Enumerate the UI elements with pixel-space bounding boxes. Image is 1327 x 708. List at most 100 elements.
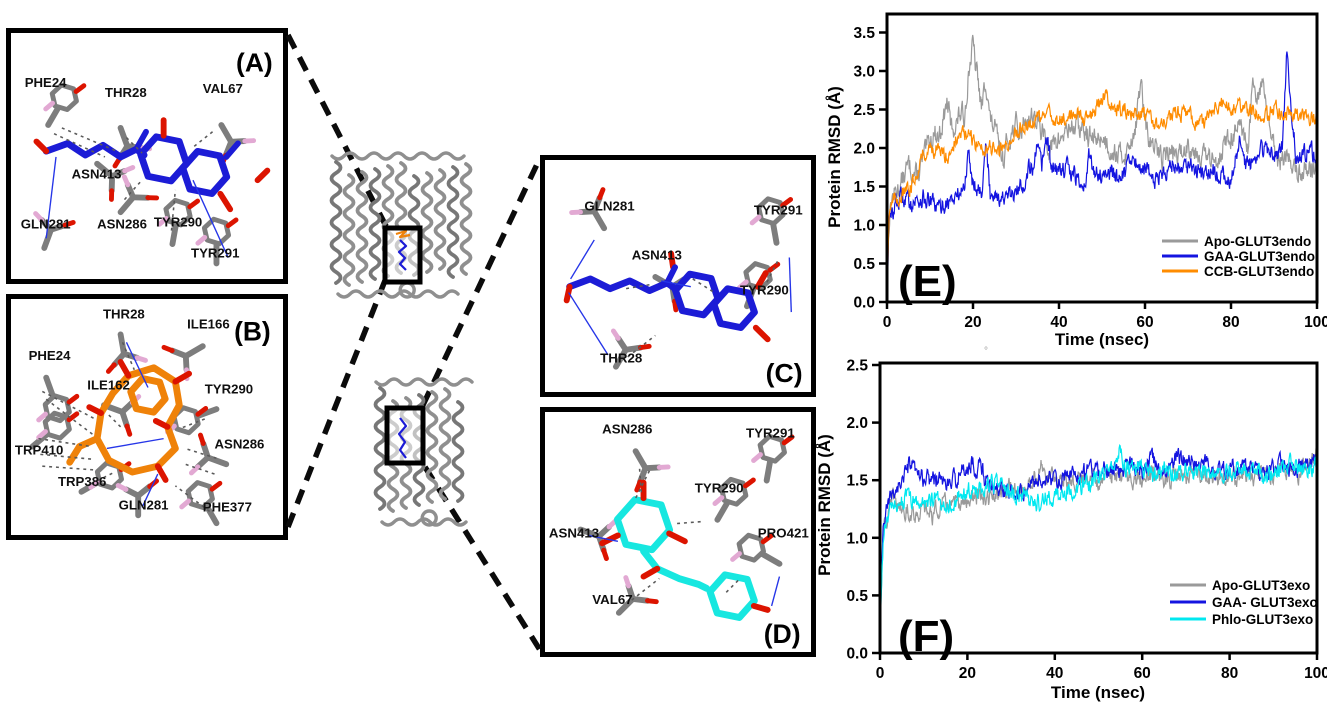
svg-text:0.0: 0.0 [853, 295, 875, 312]
svg-text:60: 60 [1134, 665, 1151, 682]
svg-text:0: 0 [883, 314, 892, 331]
residue-label: GLN281 [584, 199, 634, 214]
protein-overview-column [285, 0, 543, 708]
svg-text:20: 20 [959, 665, 976, 682]
chart-e-rmsd-endo: 0.0 0.5 1.0 1.5 2.0 2.5 3.0 3.5 0 20 40 60 80 100 Pro… [825, 0, 1327, 357]
chart-f-panel-letter: (F) [898, 612, 954, 661]
zoom-connector-c [420, 156, 543, 407]
svg-text:20: 20 [964, 314, 981, 331]
svg-text:1.0: 1.0 [853, 218, 875, 235]
chart-f-x-axis-label: Time (nsec) [1051, 683, 1145, 702]
svg-text:0.5: 0.5 [853, 256, 875, 273]
panel-b-sticks [29, 331, 230, 527]
panel-d-sticks [577, 433, 795, 621]
residue-label: TYR290 [205, 381, 253, 396]
residue-label: TRP386 [58, 474, 106, 489]
zoom-connector-a [285, 33, 391, 232]
residue-label: TYR291 [754, 203, 803, 218]
glut3-endofacial-cartoon [329, 151, 473, 299]
residue-label: ASN413 [632, 247, 682, 262]
panel-b-binding-site: THR28 ILE166 PHE24 ILE162 TYR290 TRP410 … [6, 294, 288, 540]
chart-f-rmsd-exo: 0.0 0.5 1.0 1.5 2.0 2.5 0 20 40 60 80 100 Protein R… [815, 355, 1327, 708]
residue-label: VAL67 [592, 592, 632, 607]
panel-c-sticks [563, 187, 794, 370]
residue-label: PRO421 [758, 525, 809, 540]
chart-f-plot-area: 0.0 0.5 1.0 1.5 2.0 2.5 0 20 40 60 80 100 [846, 358, 1327, 683]
svg-text:80: 80 [1222, 314, 1239, 331]
residue-label: VAL67 [203, 81, 243, 96]
legend-label: Phlo-GLUT3exo [1212, 612, 1313, 627]
zoom-connector-b [285, 276, 389, 529]
svg-text:100: 100 [1304, 665, 1327, 682]
chart-e-x-axis-label: Time (nsec) [1055, 330, 1149, 349]
svg-text:2.0: 2.0 [846, 415, 868, 432]
svg-text:2.5: 2.5 [846, 358, 868, 375]
residue-label: GLN281 [119, 497, 169, 512]
residue-label: TYR291 [191, 246, 239, 261]
residue-label: GLN281 [21, 217, 71, 232]
svg-text:3.0: 3.0 [853, 64, 875, 81]
svg-text:60: 60 [1136, 314, 1153, 331]
legend-label: GAA-GLUT3endo [1204, 249, 1315, 264]
svg-text:2.0: 2.0 [853, 141, 875, 158]
residue-label: ASN413 [549, 525, 599, 540]
residue-label: ILE162 [87, 377, 130, 392]
chart-e-panel-letter: (E) [898, 257, 957, 306]
svg-text:0.0: 0.0 [846, 646, 868, 663]
panel-c-letter: (C) [766, 358, 803, 388]
svg-text:80: 80 [1221, 665, 1238, 682]
residue-label: ASN286 [97, 217, 147, 232]
residue-label: ILE166 [187, 316, 230, 331]
panel-d-molecular-view: ASN286 TYR291 TYR290 ASN413 PRO421 VAL67… [549, 422, 809, 650]
chart-f-canvas: 0.0 0.5 1.0 1.5 2.0 2.5 0 20 40 60 80 100 Protein R… [815, 358, 1327, 703]
legend-label: GAA- GLUT3exo [1212, 595, 1318, 610]
residue-label: THR28 [600, 351, 642, 366]
panel-d-letter: (D) [764, 619, 801, 649]
panel-c-molecular-view: GLN281 TYR291 ASN413 TYR290 THR28 (C) [563, 187, 803, 388]
residue-label: TYR291 [746, 426, 795, 441]
residue-label: TYR290 [695, 480, 744, 495]
residue-label: TYR290 [154, 215, 202, 230]
residue-label: THR28 [105, 85, 147, 100]
residue-label: ASN413 [72, 166, 122, 181]
chart-e-plot-area: 0.0 0.5 1.0 1.5 2.0 2.5 3.0 3.5 0 20 40 60 80 100 [853, 12, 1327, 331]
chart-e-canvas: 0.0 0.5 1.0 1.5 2.0 2.5 3.0 3.5 0 20 40 60 80 100 Pro… [825, 12, 1327, 357]
legend-label: CCB-GLUT3endo [1204, 264, 1314, 279]
glut3-exofacial-cartoon [373, 377, 474, 527]
panel-a-sticks [33, 82, 271, 267]
chart-f-y-axis-label: Protein RMSD (Å) [815, 434, 834, 576]
residue-label: PHE24 [29, 348, 71, 363]
residue-label: PHE24 [25, 75, 68, 90]
svg-text:40: 40 [1050, 314, 1067, 331]
svg-text:1.0: 1.0 [846, 530, 868, 547]
panel-a-letter: (A) [236, 48, 273, 78]
svg-text:1.5: 1.5 [853, 179, 875, 196]
svg-text:0: 0 [876, 665, 885, 682]
svg-text:3.5: 3.5 [853, 25, 875, 42]
legend-label: Apo-GLUT3endo [1204, 234, 1311, 249]
panel-b-letter: (B) [234, 316, 271, 346]
panel-d-binding-site: ASN286 TYR291 TYR290 ASN413 PRO421 VAL67… [540, 407, 816, 657]
chart-e-legend: Apo-GLUT3endo GAA-GLUT3endo CCB-GLUT3end… [1162, 234, 1315, 279]
residue-label: PHE377 [203, 499, 252, 514]
panel-b-molecular-view: THR28 ILE166 PHE24 ILE162 TYR290 TRP410 … [15, 307, 271, 527]
panel-c-binding-site: GLN281 TYR291 ASN413 TYR290 THR28 (C) [540, 155, 816, 397]
residue-label: ASN286 [602, 422, 652, 437]
svg-text:40: 40 [1046, 665, 1063, 682]
panel-a-molecular-view: PHE24 THR28 VAL67 ASN413 GLN281 ASN286 T… [21, 48, 273, 267]
chart-f-legend: Apo-GLUT3exo GAA- GLUT3exo Phlo-GLUT3exo [1170, 578, 1318, 627]
svg-text:0.5: 0.5 [846, 588, 868, 605]
svg-text:100: 100 [1304, 314, 1327, 331]
residue-label: TYR290 [740, 283, 789, 298]
stray-degree-mark: ° [984, 346, 988, 357]
residue-label: TRP410 [15, 442, 63, 457]
protein-overview-canvas [285, 33, 543, 652]
residue-label: THR28 [103, 307, 145, 322]
svg-text:1.5: 1.5 [846, 473, 868, 490]
chart-e-y-axis-label: Protein RMSD (Å) [825, 86, 844, 228]
svg-text:2.5: 2.5 [853, 102, 875, 119]
legend-label: Apo-GLUT3exo [1212, 578, 1310, 593]
panel-a-binding-site: PHE24 THR28 VAL67 ASN413 GLN281 ASN286 T… [6, 28, 288, 284]
residue-label: ASN286 [215, 436, 265, 451]
